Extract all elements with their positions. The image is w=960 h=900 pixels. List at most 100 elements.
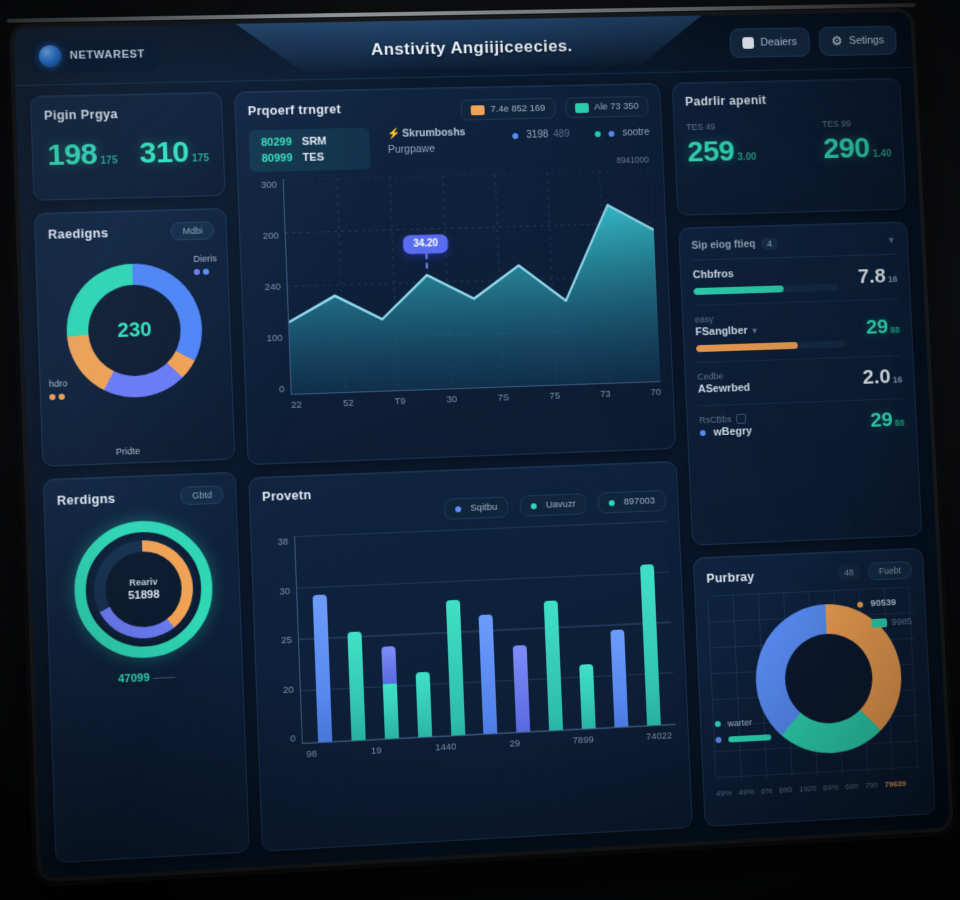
bars-chart-zone: 38 30 25 20 0	[264, 521, 676, 746]
metric-row-4[interactable]: RsCBbs wBegry 29 88	[699, 399, 906, 449]
bar[interactable]	[513, 645, 531, 732]
settings-button[interactable]: ⚙ Setings	[818, 25, 897, 55]
legend-dot-blue	[715, 737, 721, 743]
bar[interactable]	[579, 664, 596, 729]
panel-right-stats: Padrlir apenit TES 49 259 3.00 TES 99 290…	[672, 78, 907, 216]
metric-row-3[interactable]: Cedbe ASewrbed 2.0 16	[697, 356, 903, 406]
panel-quick-stats: Pigin Prgya 198 175 310 175	[30, 92, 226, 201]
bars-legend-item-3[interactable]: 897003	[598, 490, 666, 514]
gear-icon: ⚙	[831, 33, 843, 49]
bars-y-axis: 38 30 25 20 0	[264, 536, 296, 745]
trend-legend: 7.4e 852 169 Ale 73 350	[461, 96, 649, 121]
bar[interactable]	[348, 631, 366, 740]
header-actions: Deaiers ⚙ Setings	[729, 25, 897, 57]
gauge-footer: 47099 ——	[63, 668, 230, 688]
legend-dot-blue	[700, 430, 706, 436]
purbray-legend: 90539 9985	[857, 596, 912, 629]
app-logo[interactable]: NETWAREST	[30, 37, 160, 74]
trend-dot-legends: 3198 489 sootre	[512, 127, 649, 141]
trend-dot-legend-1[interactable]: 3198 489	[512, 129, 569, 141]
panel-purbray: Purbray 48 Fuebt 90539	[693, 548, 936, 827]
purbray-filter-button[interactable]: Fuebt	[868, 561, 912, 581]
gauge-chart[interactable]: Reariv 51898	[72, 518, 215, 661]
legend-dot-blue	[513, 133, 519, 139]
legend-dot-teal	[715, 721, 721, 727]
checkbox-icon[interactable]	[736, 414, 746, 424]
readings-donut-chart[interactable]: 230	[64, 262, 204, 400]
metric-row-1[interactable]: Chbfros 7.8 16	[692, 255, 898, 306]
purbray-title: Purbray	[706, 570, 755, 586]
right-column: Padrlir apenit TES 49 259 3.00 TES 99 290…	[672, 78, 936, 827]
readings-legend-bottom: Pridte	[116, 446, 141, 457]
trend-summary-box: 80299 SRM 80999 TES	[248, 128, 370, 173]
teal-bar-icon	[728, 734, 771, 742]
gauge-inner-ring: Reariv 51898	[92, 538, 194, 640]
chevron-down-icon: ▾	[752, 325, 757, 336]
stat-value-2: 310 175	[139, 135, 210, 171]
gauge-center-value: 51898	[128, 589, 160, 603]
trend-legend-item-teal[interactable]: Ale 73 350	[564, 96, 648, 118]
center-column: Prqoerf trngret 7.4e 852 169 Ale 73 350	[234, 83, 693, 852]
chart-tooltip: 34.20	[403, 234, 449, 254]
area-chart	[284, 170, 661, 394]
progress-bar	[696, 340, 846, 352]
purbray-count: 48	[837, 564, 861, 581]
gauge-center-label: Reariv	[129, 576, 158, 587]
readings-donut-center-value: 230	[117, 318, 152, 342]
dealers-button[interactable]: Deaiers	[729, 27, 810, 58]
trend-subheader: 80299 SRM 80999 TES ⚡ Skrumboshs Purgpawe 3…	[248, 121, 650, 172]
readings-title: Raedigns	[48, 226, 109, 242]
chevron-down-icon[interactable]: ▼	[887, 235, 896, 245]
dealers-button-label: Deaiers	[760, 36, 797, 48]
gauge-filter-button[interactable]: Gbtd	[181, 485, 224, 505]
right-stats-title: Padrlir apenit	[685, 91, 889, 109]
quick-stats-title: Pigin Prgya	[44, 105, 210, 123]
legend-dot-teal	[531, 503, 537, 509]
legend-dot-blue	[203, 269, 209, 275]
stat-value-1: 198 175	[47, 137, 118, 173]
teal-swatch-icon	[871, 618, 887, 628]
legend-dot-teal	[595, 131, 601, 137]
gauge-title: Rerdigns	[57, 492, 116, 509]
photo-background: Anstivity Angiijiceecies. NETWAREST Deai…	[0, 0, 960, 900]
purbray-legend-item-1[interactable]: 90539	[857, 596, 911, 609]
bar[interactable]	[544, 601, 563, 731]
bar[interactable]	[313, 595, 333, 743]
panel-gauge: Rerdigns Gbtd Reariv 51898	[43, 472, 250, 864]
purbray-legend-item-2[interactable]: 9985	[858, 616, 912, 629]
trend-dot-legend-2[interactable]: sootre	[595, 127, 650, 139]
trend-description: ⚡ Skrumboshs Purgpawe	[387, 125, 466, 158]
orange-swatch-icon	[471, 105, 485, 115]
purbray-chart-area: 90539 9985 warter	[707, 587, 921, 782]
bar[interactable]	[446, 600, 465, 736]
legend-dot-blue	[609, 130, 615, 136]
bar[interactable]	[377, 532, 399, 739]
bars-legend-item-2[interactable]: Uavuzr	[520, 493, 587, 517]
bars-legend-item-1[interactable]: Sqitbu	[444, 496, 509, 520]
bar-chart[interactable]	[294, 521, 676, 744]
legend-dot-teal	[609, 499, 615, 505]
left-column: Pigin Prgya 198 175 310 175	[30, 92, 250, 863]
readings-filter-button[interactable]: Mdbi	[171, 221, 214, 240]
legend-dot-orange	[858, 621, 864, 627]
bar[interactable]	[479, 614, 498, 734]
metric-row-2[interactable]: easy FSanglber ▾ 29 88	[694, 299, 901, 363]
trend-legend-item-orange[interactable]: 7.4e 852 169	[461, 98, 556, 121]
device-screen: Anstivity Angiijiceecies. NETWAREST Deai…	[13, 12, 950, 879]
grid-icon	[742, 37, 754, 49]
teal-swatch-icon	[574, 102, 588, 112]
bar[interactable]	[610, 630, 628, 727]
readings-legend-top: Dieris	[193, 253, 217, 277]
bar[interactable]	[640, 564, 661, 725]
logo-text: NETWAREST	[69, 48, 145, 61]
bolt-icon: ⚡	[387, 128, 401, 140]
bar[interactable]	[415, 671, 432, 737]
legend-dot-purple	[194, 269, 200, 275]
purbray-tick-row: 49% 49% 6% 690 1920 84% 690 790 79639	[716, 778, 922, 798]
trend-plot-area[interactable]: 8941000 34.20	[283, 170, 661, 395]
trend-y-axis: 300 200 240 100 0	[250, 180, 284, 396]
legend-dot-orange	[857, 601, 863, 607]
legend-dot-blue	[455, 506, 461, 512]
trend-corner-note: 8941000	[616, 155, 649, 166]
right-stat-1: TES 49 259 3.00	[686, 121, 757, 170]
